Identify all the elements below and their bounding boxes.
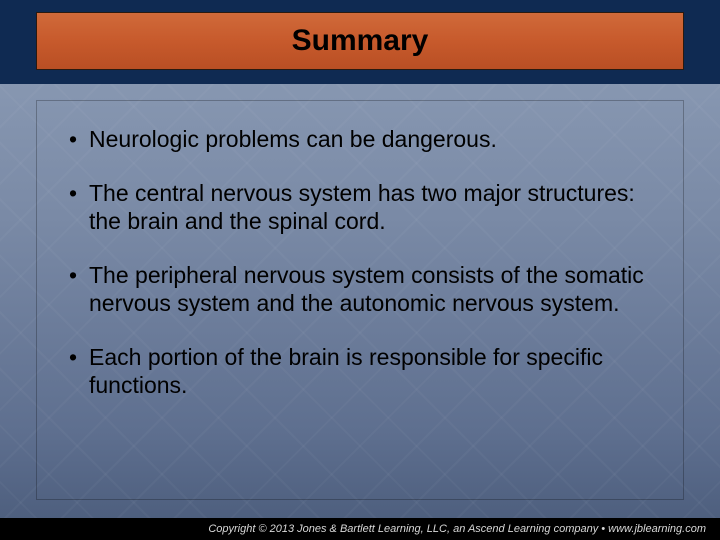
content-panel: Neurologic problems can be dangerous. Th…	[36, 100, 684, 500]
copyright-text: Copyright © 2013 Jones & Bartlett Learni…	[208, 523, 706, 535]
list-item: The central nervous system has two major…	[65, 179, 655, 235]
bullet-list: Neurologic problems can be dangerous. Th…	[65, 125, 655, 399]
list-item: The peripheral nervous system consists o…	[65, 261, 655, 317]
bullet-text: The central nervous system has two major…	[89, 180, 635, 234]
list-item: Neurologic problems can be dangerous.	[65, 125, 655, 153]
footer-bar: Copyright © 2013 Jones & Bartlett Learni…	[0, 518, 720, 540]
list-item: Each portion of the brain is responsible…	[65, 343, 655, 399]
title-bar: Summary	[36, 12, 684, 70]
slide-title: Summary	[292, 24, 429, 58]
bullet-text: Neurologic problems can be dangerous.	[89, 126, 497, 152]
bullet-text: Each portion of the brain is responsible…	[89, 344, 603, 398]
bullet-text: The peripheral nervous system consists o…	[89, 262, 644, 316]
